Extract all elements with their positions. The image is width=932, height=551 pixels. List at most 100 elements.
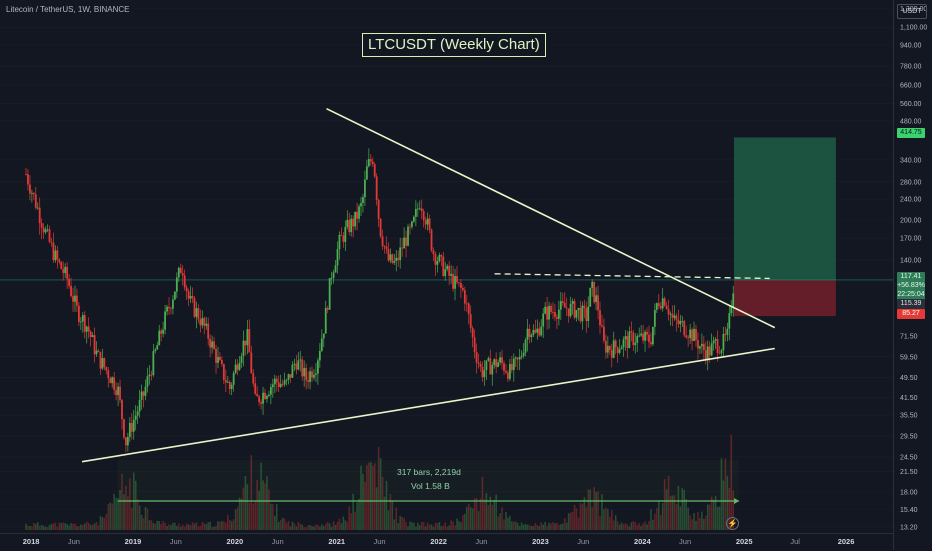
volume-bar [609,516,611,530]
volume-bar [115,497,117,530]
candle-body [260,402,262,404]
candle-body [101,358,104,369]
candle-body [248,329,251,353]
candle-body [612,340,615,358]
candle-body [287,374,290,380]
candle-body [636,336,639,343]
volume-bars [25,434,735,530]
volume-bar [612,520,615,530]
volume-bar [489,496,492,530]
volume-bar [219,521,221,530]
volume-bar [579,502,582,530]
candle-body [424,220,427,225]
candle-body [567,308,570,317]
candle-body [201,318,204,326]
candle-body [205,323,208,326]
volume-bar [652,519,654,530]
candle-body [48,229,51,242]
volume-bar [240,498,243,530]
flash-icon[interactable]: ⚡ [726,517,739,530]
volume-bar [452,521,454,530]
volume-bar [483,499,486,530]
volume-bar [518,525,521,530]
candle-body [418,208,421,210]
volume-bar [654,513,656,530]
volume-bar [524,523,527,530]
candle-body [422,211,425,221]
volume-bar [326,522,329,530]
candle-body [264,392,266,399]
volume-bar [583,497,586,530]
candle-body [315,373,317,375]
volume-bar [311,526,313,530]
volume-bar [714,495,717,530]
candle-body [524,339,527,353]
candle-body [405,237,407,246]
volume-bar [424,526,427,530]
candle-body [215,348,217,363]
volume-bar [493,499,496,530]
volume-bar [254,501,257,530]
candle-body [211,341,214,348]
candle-body [575,310,578,318]
volume-bar [321,524,323,530]
entry-price-tag: 115.39 [897,299,925,309]
long-position-tool[interactable] [0,137,893,317]
candle-body [702,343,705,351]
volume-bar [277,521,280,530]
volume-bar [356,502,358,530]
candle-body [657,303,660,306]
candle-body [477,362,480,364]
volume-bar [287,520,290,530]
volume-bar [599,516,601,530]
candle-body [512,358,515,371]
volume-bar [31,526,33,530]
candle-body [565,307,568,309]
candle-body [193,298,196,317]
candle-body [569,303,572,317]
candle-body [414,208,417,217]
candle-body [648,334,650,343]
volume-bar [107,504,110,530]
volume-bar [595,491,597,530]
volume-bar [565,522,568,530]
candle-body [399,247,402,261]
volume-bar [417,522,419,530]
trendlines[interactable] [81,107,776,463]
candle-body [599,310,601,326]
time-axis[interactable] [0,533,893,551]
volume-bar [663,479,666,530]
candle-body [56,250,59,260]
candle-body [487,358,490,361]
candle-body [209,338,212,348]
candle-body [653,309,656,327]
candle-body [659,305,662,309]
candle-body [534,329,537,333]
volume-bar [542,524,544,530]
candle-body [552,311,554,313]
candle-body [228,381,231,389]
candle-body [675,315,678,320]
volume-bar [650,509,652,530]
candle-body [409,226,411,228]
currency-button[interactable]: USDT [897,4,927,19]
volume-bar [573,504,576,530]
candle-body [442,256,445,276]
volume-bar [605,507,607,530]
volume-bar [636,525,639,530]
candle-body [91,335,94,337]
volume-bar [495,494,497,530]
candle-body [138,399,141,412]
volume-bar [460,522,462,530]
candle-body [42,227,45,233]
volume-bar [561,523,564,530]
candle-body [356,211,358,219]
volume-bar [634,521,637,530]
candle-body [700,343,703,347]
volume-bar [446,526,448,530]
volume-bar [726,475,729,530]
volume-bar [332,521,335,530]
candle-body [503,363,505,371]
candle-body [730,307,733,314]
